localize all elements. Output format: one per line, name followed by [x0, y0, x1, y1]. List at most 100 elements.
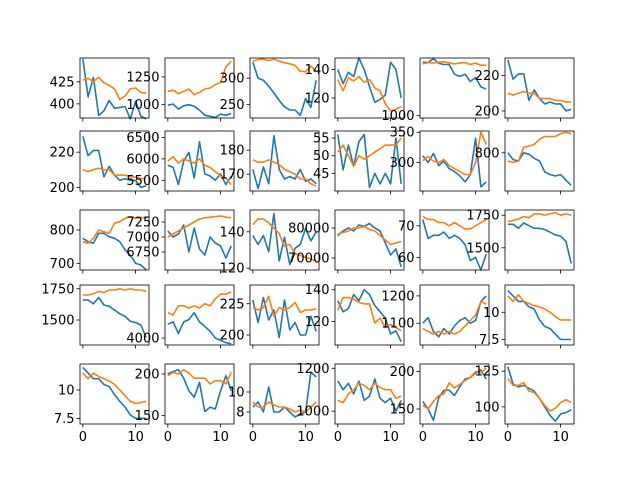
series-line-blue	[507, 59, 572, 112]
y-tick-label: 4000	[126, 332, 159, 347]
subplot-1-3: 250 300	[220, 57, 320, 122]
y-tick-label: 7000	[126, 231, 159, 246]
series-line-orange	[167, 60, 232, 96]
axes-frame	[164, 209, 235, 271]
y-tick-label: 150	[390, 403, 415, 418]
series-line-blue	[167, 140, 232, 186]
y-tick-label: 120	[305, 92, 330, 107]
y-tick-label: 1250	[126, 70, 159, 85]
y-tick-label: 300	[390, 156, 415, 171]
axes-frame	[249, 209, 320, 271]
x-tick-label: 10	[382, 430, 399, 445]
x-tick-label: 10	[467, 430, 484, 445]
axes-frame	[164, 130, 235, 192]
axes-frame	[504, 130, 575, 192]
y-tick-label: 220	[475, 69, 500, 84]
subplot-1-4: 120 140	[305, 57, 405, 122]
y-tick-label: 1000	[381, 109, 414, 124]
axes-frame	[249, 363, 320, 425]
series-line-orange	[422, 367, 487, 410]
series-line-blue	[167, 224, 232, 259]
subplot-5-3: 8 10 0 10	[228, 363, 320, 445]
series-line-blue	[337, 288, 402, 343]
subplot-2-4: 45 50 55	[313, 130, 405, 195]
subplot-1-6: 200 220	[475, 57, 575, 122]
series-line-blue	[252, 135, 317, 190]
series-line-blue	[167, 311, 232, 345]
y-tick-label: 220	[50, 146, 75, 161]
series-line-orange	[507, 131, 572, 164]
axes-frame	[334, 363, 405, 425]
axes-frame	[334, 284, 405, 346]
y-tick-label: 140	[220, 225, 245, 240]
series-line-blue	[337, 133, 402, 189]
series-line-blue	[507, 366, 572, 422]
subplot-4-4: 120 140	[305, 283, 405, 349]
series-line-orange	[82, 372, 147, 405]
y-tick-label: 10	[58, 384, 75, 399]
axes-frame	[419, 130, 490, 192]
axes-frame	[164, 57, 235, 119]
subplot-3-6: 1500 1750	[466, 209, 575, 274]
y-tick-label: 170	[220, 168, 245, 183]
y-tick-label: 5500	[126, 174, 159, 189]
subplot-4-1: 1500 1750	[41, 282, 150, 349]
y-tick-label: 200	[475, 104, 500, 119]
series-line-orange	[422, 60, 487, 67]
axes-frame	[334, 130, 405, 192]
x-tick-label: 0	[249, 430, 257, 445]
series-line-orange	[507, 211, 572, 223]
series-line-orange	[82, 167, 147, 180]
subplot-4-2: 4000	[126, 284, 235, 349]
series-line-blue	[422, 137, 487, 188]
y-tick-label: 140	[305, 283, 330, 298]
subplot-4-3: 200 225	[220, 284, 320, 349]
y-tick-label: 140	[305, 63, 330, 78]
y-tick-label: 1750	[41, 282, 74, 297]
series-line-blue	[82, 58, 147, 120]
y-tick-label: 7250	[126, 216, 159, 231]
y-tick-label: 125	[475, 365, 500, 380]
series-line-orange	[422, 300, 487, 335]
series-line-orange	[337, 225, 402, 246]
series-line-orange	[252, 159, 317, 187]
series-line-orange	[422, 215, 487, 230]
series-line-orange	[337, 137, 402, 168]
y-tick-label: 200	[220, 329, 245, 344]
series-line-blue	[422, 57, 487, 90]
y-tick-label: 1100	[381, 317, 414, 332]
axes-frame	[249, 130, 320, 192]
subplot-3-4: 70000 80000	[288, 209, 405, 274]
axes-frame	[164, 363, 235, 425]
y-tick-label: 45	[313, 167, 330, 182]
x-tick-label: 10	[552, 430, 569, 445]
series-line-orange	[167, 215, 232, 238]
axes-frame	[79, 284, 150, 346]
y-tick-label: 6500	[126, 131, 159, 146]
y-tick-label: 200	[390, 365, 415, 380]
y-tick-label: 60	[398, 251, 415, 266]
y-tick-label: 200	[50, 181, 75, 196]
series-line-blue	[82, 296, 147, 338]
series-line-blue	[422, 369, 487, 422]
y-tick-label: 70000	[288, 252, 329, 267]
subplot-5-6: 100 125 0 10	[475, 363, 575, 445]
subplot-3-5: 60 70	[398, 209, 490, 274]
subplot-3-3: 120 140	[220, 209, 320, 277]
axes-frame	[79, 130, 150, 192]
series-line-blue	[167, 368, 232, 413]
subplot-3-1: 700 800	[50, 209, 150, 274]
subplot-2-1: 200 220	[50, 130, 150, 196]
axes-frame	[504, 57, 575, 119]
series-line-blue	[337, 378, 402, 412]
series-line-orange	[507, 293, 572, 321]
series-line-orange	[252, 58, 317, 73]
series-line-blue	[82, 232, 147, 271]
y-tick-label: 10	[483, 306, 500, 321]
y-tick-label: 10	[228, 386, 245, 401]
x-tick-label: 0	[419, 430, 427, 445]
series-line-orange	[252, 401, 317, 413]
series-line-orange	[337, 296, 402, 332]
